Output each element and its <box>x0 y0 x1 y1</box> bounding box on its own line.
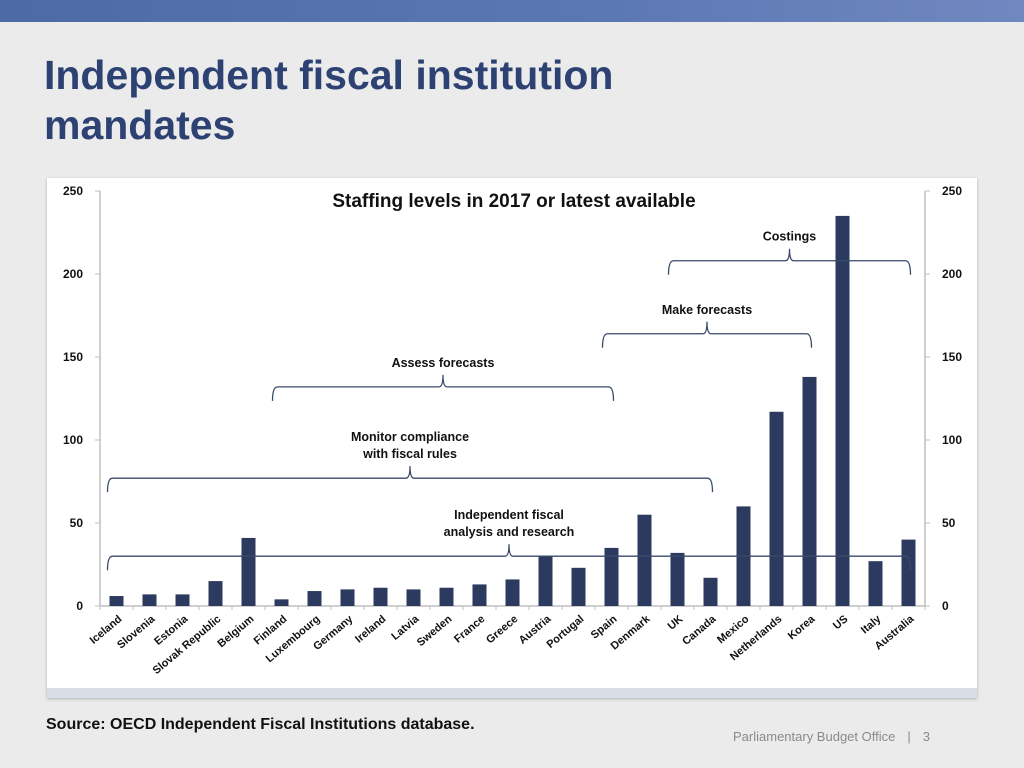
x-tick-label: Canada <box>680 613 719 648</box>
x-tick-label: Belgium <box>215 613 256 650</box>
y-tick-label-right: 200 <box>942 267 962 281</box>
bar-finland <box>274 599 289 606</box>
y-tick-label-right: 0 <box>942 599 949 613</box>
y-tick-label-left: 100 <box>63 433 83 447</box>
bar-luxembourg <box>307 591 322 606</box>
bar-us <box>835 215 850 606</box>
annotation-bracket <box>601 321 813 348</box>
y-tick-label-left: 150 <box>63 350 83 364</box>
annotation-label: Monitor compliance <box>351 430 469 444</box>
bar-portugal <box>571 567 586 606</box>
bar-austria <box>538 556 553 606</box>
bar-slovenia <box>142 594 157 606</box>
x-tick-label: US <box>831 613 850 632</box>
bar-spain <box>604 547 619 606</box>
bar-france <box>472 584 487 606</box>
source-note: Source: OECD Independent Fiscal Institut… <box>46 716 475 733</box>
bar-belgium <box>241 537 256 606</box>
bar-australia <box>901 539 916 606</box>
bar-ireland <box>373 587 388 606</box>
chart-panel-band <box>47 688 977 698</box>
footer-org: Parliamentary Budget Office <box>733 729 896 744</box>
footer: Parliamentary Budget Office | 3 <box>727 729 936 744</box>
bar-estonia <box>175 594 190 606</box>
bar-uk <box>670 552 685 606</box>
chart-panel <box>47 178 977 698</box>
annotation-bracket <box>667 248 912 275</box>
bar-korea <box>802 376 817 606</box>
slide-title: Independent fiscal institution mandates <box>44 52 614 148</box>
bar-italy <box>868 561 883 606</box>
bar-sweden <box>439 587 454 606</box>
y-tick-label-left: 50 <box>70 516 84 530</box>
x-tick-label: UK <box>666 613 686 632</box>
x-tick-label: Korea <box>786 613 818 643</box>
bar-greece <box>505 579 520 606</box>
bar-iceland <box>109 596 124 606</box>
annotation-bracket <box>106 544 912 571</box>
footer-separator: | <box>907 729 911 744</box>
y-tick-label-right: 100 <box>942 433 962 447</box>
bar-netherlands <box>769 411 784 606</box>
annotation-bracket <box>271 374 615 401</box>
annotation-label: analysis and research <box>444 525 575 539</box>
y-tick-label-right: 250 <box>942 184 962 198</box>
bar-denmark <box>637 514 652 606</box>
x-tick-label: Italy <box>859 613 884 637</box>
x-tick-label: Slovenia <box>115 613 158 652</box>
y-tick-label-left: 250 <box>63 184 83 198</box>
bar-slovak-republic <box>208 581 223 606</box>
x-tick-label: Sweden <box>415 613 455 649</box>
x-tick-label: Greece <box>484 613 520 646</box>
header-bar <box>0 0 1024 22</box>
y-tick-label-right: 50 <box>942 516 956 530</box>
annotation-label: Independent fiscal <box>454 508 564 522</box>
page-number: 3 <box>922 729 930 744</box>
annotation-bracket <box>106 466 714 493</box>
x-tick-label: France <box>452 613 487 645</box>
y-tick-label-right: 150 <box>942 350 962 364</box>
annotation-label: with fiscal rules <box>362 447 457 461</box>
bar-latvia <box>406 589 421 606</box>
bar-germany <box>340 589 355 606</box>
annotation-label: Assess forecasts <box>392 356 495 370</box>
x-tick-label: Portugal <box>545 613 587 651</box>
annotation-label: Costings <box>763 230 817 244</box>
chart-title: Staffing levels in 2017 or latest availa… <box>332 191 695 212</box>
bar-canada <box>703 577 718 606</box>
y-tick-label-left: 200 <box>63 267 83 281</box>
y-tick-label-left: 0 <box>76 599 83 613</box>
x-tick-label: Ireland <box>353 613 388 645</box>
annotation-label: Make forecasts <box>662 303 752 317</box>
